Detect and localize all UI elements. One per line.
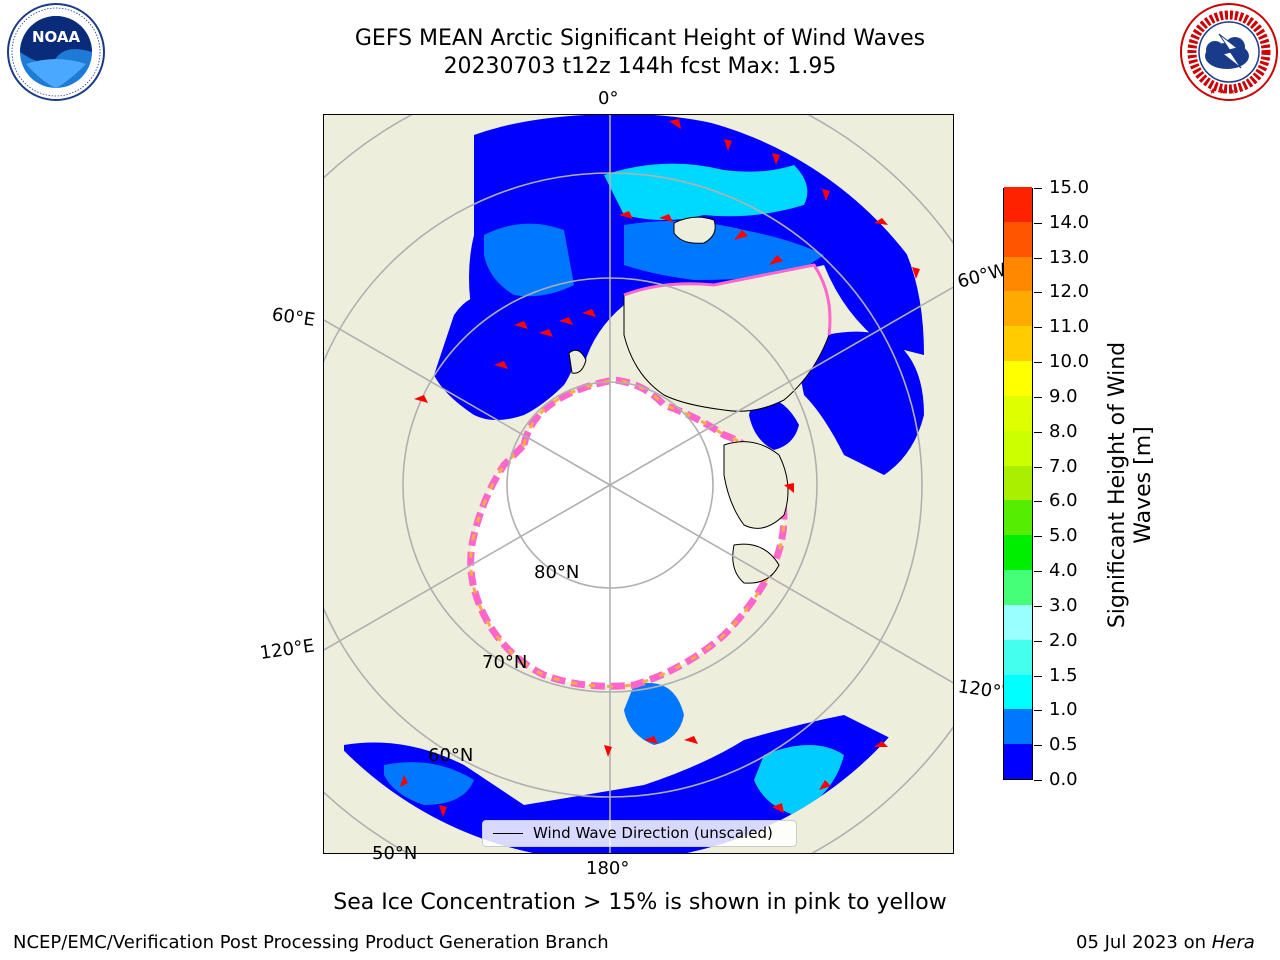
colorbar-segment	[1004, 674, 1032, 710]
colorbar-tick-label: 9.0	[1049, 385, 1078, 407]
colorbar-tick	[1034, 640, 1042, 642]
colorbar-tick-label: 2.0	[1049, 629, 1078, 651]
colorbar-segment	[1004, 221, 1032, 257]
colorbar-tick	[1034, 710, 1042, 712]
colorbar-segment	[1004, 639, 1032, 675]
colorbar-segment	[1004, 534, 1032, 571]
colorbar-tick	[1034, 292, 1042, 294]
colorbar-segment	[1004, 186, 1032, 222]
colorbar-tick	[1034, 675, 1042, 677]
legend-label: Wind Wave Direction (unscaled)	[533, 824, 773, 842]
footer-date-text: 05 Jul 2023 on	[1076, 932, 1207, 953]
colorbar-tick-label: 4.0	[1049, 560, 1078, 582]
legend-line-sample	[493, 833, 523, 834]
footer-credit: NCEP/EMC/Verification Post Processing Pr…	[13, 932, 609, 953]
lon-label-60e: 60°E	[270, 304, 317, 331]
lat-label-70n: 70°N	[482, 652, 528, 673]
wind-arrows	[400, 119, 920, 817]
colorbar-tick	[1034, 257, 1042, 259]
colorbar-tick	[1034, 571, 1042, 573]
footer-host: Hera	[1211, 932, 1255, 953]
colorbar-tick-label: 5.0	[1049, 525, 1078, 547]
lat-label-50n: 50°N	[372, 843, 418, 864]
lon-label-60w: 60°W	[955, 259, 1009, 293]
colorbar-tick-label: 1.5	[1049, 664, 1078, 686]
colorbar-tick	[1034, 327, 1042, 329]
colorbar-tick-label: 8.0	[1049, 420, 1078, 442]
colorbar-tick-label: 7.0	[1049, 455, 1078, 477]
colorbar	[1003, 186, 1033, 780]
colorbar-tick-label: 15.0	[1049, 177, 1090, 198]
colorbar-title: Significant Height of Wind Waves [m]	[1105, 341, 1156, 629]
colorbar-segment	[1004, 395, 1032, 431]
colorbar-tick-label: 14.0	[1049, 211, 1090, 233]
colorbar-tick	[1034, 222, 1042, 224]
colorbar-tick	[1034, 188, 1042, 189]
map-title: GEFS MEAN Arctic Significant Height of W…	[354, 26, 926, 51]
lon-label-120e: 120°E	[258, 635, 316, 664]
map-subtitle: 20230703 t12z 144h fcst Max: 1.95	[443, 54, 837, 79]
colorbar-segment	[1004, 708, 1032, 745]
map-canvas	[324, 115, 953, 853]
nws-logo: ★ ★ ★	[1180, 3, 1278, 101]
colorbar-tick	[1034, 501, 1042, 503]
noaa-logo: NOAA	[7, 3, 105, 101]
colorbar-tick-label: 0.5	[1049, 734, 1078, 756]
lat-label-80n: 80°N	[534, 562, 580, 583]
colorbar-segment	[1004, 430, 1032, 466]
colorbar-tick-label: 12.0	[1049, 281, 1090, 303]
lat-label-60n: 60°N	[428, 745, 474, 766]
colorbar-tick	[1034, 431, 1042, 433]
colorbar-tick-label: 1.0	[1049, 699, 1078, 721]
colorbar-tick-label: 0.0	[1049, 769, 1078, 790]
colorbar-segment	[1004, 360, 1032, 396]
colorbar-segment	[1004, 499, 1032, 536]
colorbar-tick	[1034, 362, 1042, 364]
colorbar-tick-label: 3.0	[1049, 594, 1078, 616]
colorbar-segment	[1004, 604, 1032, 640]
wave-height-field	[344, 115, 924, 853]
colorbar-segment	[1004, 290, 1032, 327]
noaa-logo-text: NOAA	[32, 28, 81, 46]
colorbar-segment	[1004, 256, 1032, 292]
colorbar-tick	[1034, 536, 1042, 538]
graticule	[324, 115, 953, 853]
colorbar-segment	[1004, 465, 1032, 501]
svg-text:★ ★ ★: ★ ★ ★	[1209, 87, 1236, 96]
lon-label-180: 180°	[586, 858, 630, 879]
footer-date: 05 Jul 2023 on Hera	[1076, 932, 1255, 953]
colorbar-tick	[1034, 396, 1042, 398]
colorbar-tick-label: 10.0	[1049, 351, 1090, 373]
lon-label-0: 0°	[598, 88, 619, 109]
colorbar-segment	[1004, 743, 1032, 779]
colorbar-tick-label: 6.0	[1049, 490, 1078, 512]
colorbar-tick	[1034, 605, 1042, 607]
polar-map: Wind Wave Direction (unscaled)	[323, 114, 954, 854]
colorbar-tick-label: 11.0	[1049, 316, 1090, 338]
colorbar-tick	[1034, 466, 1042, 468]
colorbar-tick	[1034, 780, 1042, 781]
colorbar-segment	[1004, 569, 1032, 605]
colorbar-tick-label: 13.0	[1049, 246, 1090, 268]
map-legend: Wind Wave Direction (unscaled)	[482, 820, 797, 847]
colorbar-tick	[1034, 745, 1042, 747]
colorbar-segment	[1004, 325, 1032, 362]
sea-ice-note: Sea Ice Concentration > 15% is shown in …	[333, 890, 947, 915]
